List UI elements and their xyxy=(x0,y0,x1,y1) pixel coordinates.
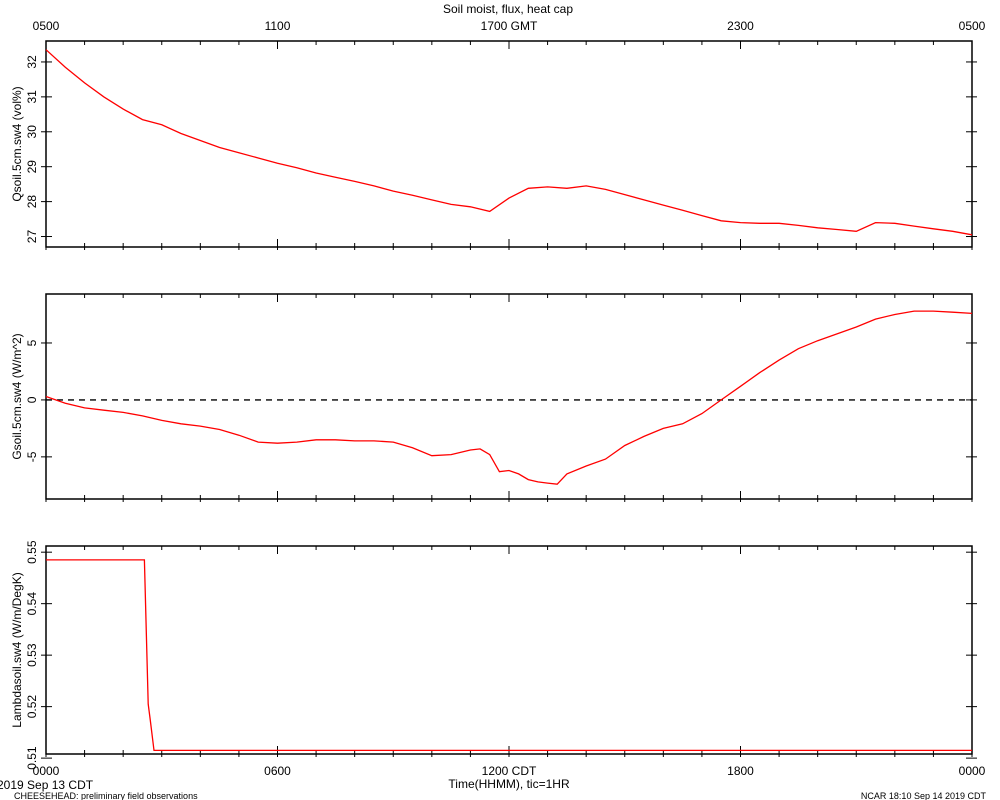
plot-frame xyxy=(45,293,973,500)
soil-moisture-panel: 27 28 29 30 31 32 Qsoil.5cm.sw4 (vol%) xyxy=(10,40,977,250)
footer-left: CHEESEHEAD: preliminary field observatio… xyxy=(14,791,198,800)
figure-title: Soil moist, flux, heat cap xyxy=(443,2,573,16)
y-tick-label: 27 xyxy=(25,230,39,244)
bottom-axis-label: 0600 xyxy=(264,764,291,778)
y-tick-label: 0.54 xyxy=(25,592,39,616)
y-tick-label: 0.52 xyxy=(25,695,39,719)
plot-frame xyxy=(45,545,973,755)
y-tick-label: 31 xyxy=(25,90,39,104)
y-tick-label: 28 xyxy=(25,195,39,209)
y-tick-label: 0.51 xyxy=(25,746,39,770)
bottom-axis-label: 1800 xyxy=(727,764,754,778)
y-tick-label: -5 xyxy=(25,451,39,462)
bottom-axis-label: 1200 CDT xyxy=(482,764,537,778)
plot-frame xyxy=(45,40,973,248)
y-tick-label: 0.53 xyxy=(25,643,39,667)
top-axis-label: 0500 xyxy=(959,19,986,33)
bottom-time-axis: 0000 0600 1200 CDT 1800 0000 Time(HHMM),… xyxy=(33,764,986,791)
data-series-line xyxy=(45,310,973,485)
top-axis-label: 0500 xyxy=(33,19,60,33)
y-tick-label: 30 xyxy=(25,125,39,139)
top-axis-label: 1700 GMT xyxy=(481,19,538,33)
y-tick-label: 0.55 xyxy=(25,540,39,564)
top-axis-label: 1100 xyxy=(265,19,291,33)
y-axis-title: Gsoil.5cm.sw4 (W/m^2) xyxy=(10,333,24,459)
bottom-axis-label: 0000 xyxy=(33,764,60,778)
data-series-line xyxy=(46,559,972,752)
top-time-axis: 0500 1100 1700 GMT 2300 0500 xyxy=(33,19,986,33)
top-axis-label: 2300 xyxy=(727,19,754,33)
footer-right: NCAR 18:10 Sep 14 2019 CDT xyxy=(861,791,987,800)
start-date: 2019 Sep 13 CDT xyxy=(0,778,94,792)
y-axis-title: Lambdasoil.sw4 (W/m/DegK) xyxy=(10,572,24,727)
data-series-line xyxy=(45,49,973,236)
y-tick-label: 29 xyxy=(25,160,39,174)
y-tick-label: 32 xyxy=(25,55,39,69)
bottom-axis-title: Time(HHMM), tic=1HR xyxy=(448,777,570,791)
y-axis-title: Qsoil.5cm.sw4 (vol%) xyxy=(10,86,24,201)
bottom-axis-label: 0000 xyxy=(959,764,986,778)
y-tick-label: 0 xyxy=(25,396,39,403)
y-tick-label: 5 xyxy=(25,339,39,346)
